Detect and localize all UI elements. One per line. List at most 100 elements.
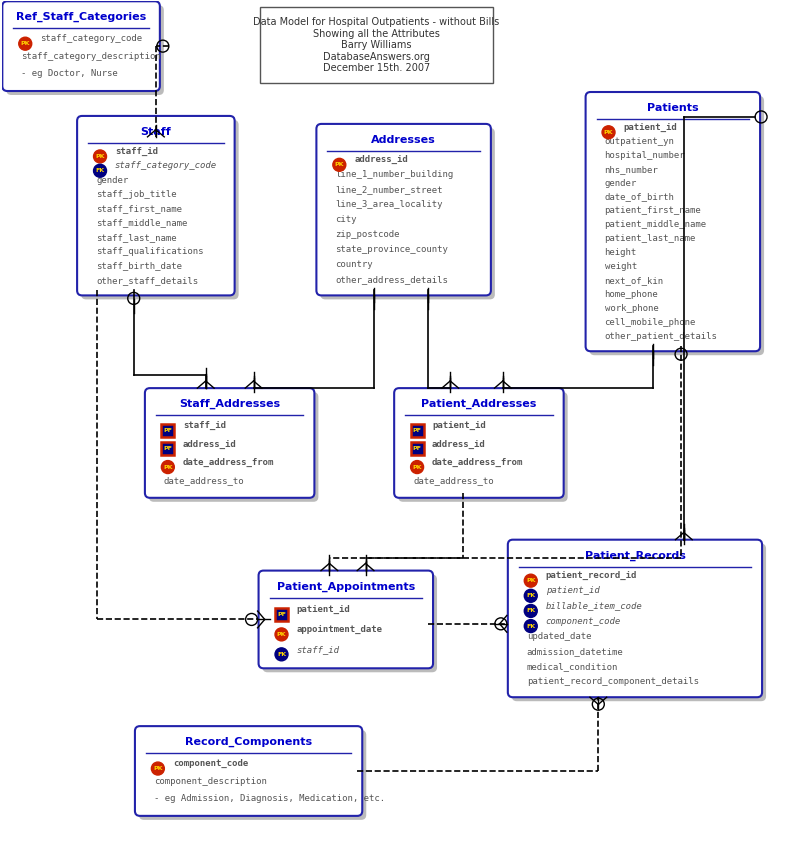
Text: billable_item_code: billable_item_code <box>546 601 642 611</box>
Text: date_address_from: date_address_from <box>183 458 274 467</box>
Text: height: height <box>604 248 637 257</box>
Circle shape <box>524 589 537 602</box>
Text: patient_middle_name: patient_middle_name <box>604 220 707 230</box>
Text: state_province_county: state_province_county <box>335 245 448 254</box>
Text: staff_middle_name: staff_middle_name <box>96 219 188 227</box>
Text: Addresses: Addresses <box>372 135 436 145</box>
FancyBboxPatch shape <box>589 96 764 355</box>
Circle shape <box>162 461 174 473</box>
Text: line_1_number_building: line_1_number_building <box>335 170 454 180</box>
FancyBboxPatch shape <box>139 730 366 820</box>
FancyBboxPatch shape <box>145 388 314 498</box>
Text: address_id: address_id <box>183 440 237 448</box>
Text: weight: weight <box>604 263 637 271</box>
Text: staff_qualifications: staff_qualifications <box>96 247 204 257</box>
Text: date_address_from: date_address_from <box>432 458 523 467</box>
Circle shape <box>524 619 537 632</box>
FancyBboxPatch shape <box>2 1 160 91</box>
Text: zip_postcode: zip_postcode <box>335 231 400 239</box>
Text: PF: PF <box>413 429 421 434</box>
Text: component_code: component_code <box>173 759 248 768</box>
Text: Ref_Staff_Categories: Ref_Staff_Categories <box>16 12 146 22</box>
Text: PK: PK <box>163 465 173 469</box>
FancyBboxPatch shape <box>77 116 234 295</box>
Text: FK: FK <box>277 651 286 657</box>
Text: PK: PK <box>21 41 30 46</box>
Text: appointment_date: appointment_date <box>297 625 383 634</box>
Text: city: city <box>335 215 357 225</box>
FancyBboxPatch shape <box>259 570 433 668</box>
Text: Patient_Addresses: Patient_Addresses <box>421 399 537 410</box>
Text: PK: PK <box>604 130 613 135</box>
Text: Patients: Patients <box>647 103 698 113</box>
Circle shape <box>602 126 615 139</box>
Circle shape <box>19 37 32 50</box>
FancyBboxPatch shape <box>585 92 760 352</box>
FancyBboxPatch shape <box>320 128 495 300</box>
Circle shape <box>410 461 424 473</box>
Text: other_patient_details: other_patient_details <box>604 332 717 341</box>
Text: Patient_Appointments: Patient_Appointments <box>277 581 415 592</box>
FancyBboxPatch shape <box>149 392 319 502</box>
Circle shape <box>333 158 346 171</box>
Text: component_code: component_code <box>546 617 621 626</box>
Circle shape <box>94 150 107 163</box>
Circle shape <box>524 575 537 588</box>
FancyBboxPatch shape <box>394 388 563 498</box>
Text: patient_id: patient_id <box>297 605 350 614</box>
Text: work_phone: work_phone <box>604 304 658 313</box>
Text: address_id: address_id <box>354 156 408 164</box>
Text: updated_date: updated_date <box>527 632 591 641</box>
Text: PF: PF <box>413 447 421 452</box>
FancyBboxPatch shape <box>275 608 288 621</box>
Text: PK: PK <box>95 154 105 159</box>
Text: date_address_to: date_address_to <box>164 476 245 485</box>
Text: staff_first_name: staff_first_name <box>96 204 182 213</box>
FancyBboxPatch shape <box>316 124 491 295</box>
Text: staff_id: staff_id <box>115 147 158 156</box>
Text: - eg Admission, Diagnosis, Medication, etc.: - eg Admission, Diagnosis, Medication, e… <box>154 794 385 804</box>
FancyBboxPatch shape <box>410 442 424 455</box>
Text: staff_category_code: staff_category_code <box>115 162 217 170</box>
Text: nhs_number: nhs_number <box>604 165 658 174</box>
Text: hospital_number: hospital_number <box>604 150 685 160</box>
Text: component_description: component_description <box>154 777 267 785</box>
Text: FK: FK <box>95 168 105 174</box>
Text: line_2_number_street: line_2_number_street <box>335 186 443 194</box>
Text: staff_id: staff_id <box>183 422 226 430</box>
Text: patient_last_name: patient_last_name <box>604 234 696 244</box>
Text: home_phone: home_phone <box>604 290 658 299</box>
Text: PF: PF <box>277 612 286 617</box>
Text: Staff_Addresses: Staff_Addresses <box>179 399 280 410</box>
Text: Patient_Records: Patient_Records <box>585 550 686 561</box>
FancyBboxPatch shape <box>512 543 766 702</box>
Text: other_staff_details: other_staff_details <box>96 276 198 285</box>
FancyBboxPatch shape <box>260 7 493 83</box>
Text: next_of_kin: next_of_kin <box>604 276 664 285</box>
Text: FK: FK <box>526 624 535 629</box>
Text: Staff: Staff <box>140 127 171 137</box>
Text: PK: PK <box>153 766 163 771</box>
Text: staff_id: staff_id <box>297 645 339 654</box>
Text: staff_birth_date: staff_birth_date <box>96 262 182 270</box>
Text: patient_id: patient_id <box>623 123 677 132</box>
Circle shape <box>275 628 288 641</box>
Text: PK: PK <box>277 632 286 637</box>
Text: FK: FK <box>526 594 535 598</box>
Text: gender: gender <box>604 179 637 187</box>
Text: PK: PK <box>413 465 422 469</box>
Circle shape <box>151 762 164 775</box>
Text: staff_job_title: staff_job_title <box>96 190 177 199</box>
Text: date_address_to: date_address_to <box>413 476 494 485</box>
FancyBboxPatch shape <box>398 392 567 502</box>
Text: other_address_details: other_address_details <box>335 276 448 284</box>
Circle shape <box>275 648 288 661</box>
Text: PK: PK <box>526 578 536 583</box>
Text: medical_condition: medical_condition <box>527 662 618 671</box>
Text: patient_record_id: patient_record_id <box>546 571 637 581</box>
FancyBboxPatch shape <box>410 424 424 437</box>
Text: Record_Components: Record_Components <box>185 737 312 747</box>
Text: PF: PF <box>163 447 172 452</box>
Circle shape <box>94 164 107 177</box>
FancyBboxPatch shape <box>135 726 362 816</box>
